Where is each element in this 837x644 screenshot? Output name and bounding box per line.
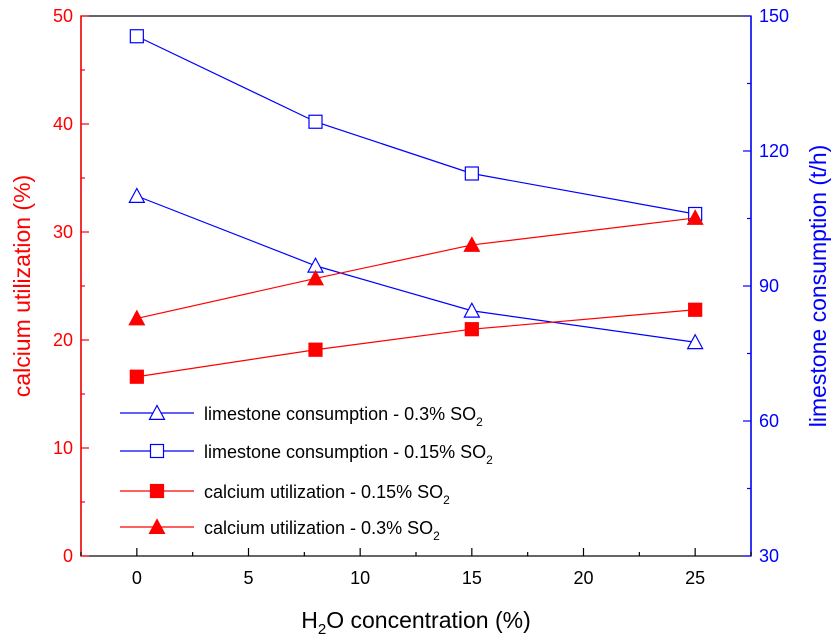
series-0-point [128, 187, 146, 203]
series-3-point [306, 269, 325, 286]
legend-label: calcium utilization - 0.15% SO [204, 482, 443, 502]
legend-label: limestone consumption - 0.15% SO [204, 442, 486, 462]
left-tick-label: 40 [53, 114, 73, 134]
x-tick-label: 5 [243, 568, 253, 588]
legend-marker [149, 443, 165, 459]
legend: limestone consumption - 0.3% SO2limeston… [120, 404, 493, 543]
x-axis-ticks: 0 5 10 15 20 25 [80, 548, 752, 588]
x-tick-label: 15 [462, 568, 482, 588]
right-tick-label: 60 [759, 411, 779, 431]
right-tick-label: 90 [759, 276, 779, 296]
series-1-point [464, 166, 479, 181]
right-tick-label: 150 [759, 6, 789, 26]
x-axis-label-pre: H [301, 607, 318, 633]
legend-label-sub: 2 [476, 415, 483, 429]
left-tick-label: 30 [53, 222, 73, 242]
series-3-point [463, 236, 481, 252]
left-tick-label: 0 [63, 546, 73, 566]
right-tick-label: 120 [759, 141, 789, 161]
legend-label: limestone consumption - 0.3% SO [204, 404, 476, 424]
series-line-0 [136, 195, 696, 343]
legend-entry-3: calcium utilization - 0.3% SO2 [204, 518, 440, 543]
x-tick-label: 20 [573, 568, 593, 588]
x-tick-label: 25 [685, 568, 705, 588]
legend-label-sub: 2 [433, 529, 440, 543]
right-y-axis-label: limestone consumption (t/h) [805, 145, 831, 428]
x-axis-label-sub: 2 [318, 621, 326, 638]
legend-entry-2: calcium utilization - 0.15% SO2 [204, 482, 450, 507]
left-tick-label: 50 [53, 6, 73, 26]
left-y-axis-label: calcium utilization (%) [9, 175, 35, 397]
series-3-point [686, 209, 704, 225]
plot-frame [80, 15, 752, 557]
series-line-3 [136, 217, 696, 319]
legend-marker [149, 483, 165, 499]
legend-label: calcium utilization - 0.3% SO [204, 518, 433, 538]
series-1-point [308, 114, 323, 129]
legend-label-sub: 2 [443, 493, 450, 507]
left-tick-label: 10 [53, 438, 73, 458]
series-2-point [308, 342, 323, 357]
series-2-point [464, 322, 479, 337]
x-axis-label: H2O concentration (%) [301, 607, 531, 638]
series-2-point [129, 369, 144, 384]
x-tick-label: 0 [132, 568, 142, 588]
series-layer [128, 29, 704, 384]
legend-entry-1: limestone consumption - 0.15% SO2 [204, 442, 493, 467]
series-2-point [688, 302, 703, 317]
legend-marker [148, 518, 166, 534]
legend-marker [148, 404, 166, 420]
series-line-2 [136, 309, 696, 378]
series-3-point [128, 309, 146, 326]
right-tick-label: 30 [759, 546, 779, 566]
series-1-point [129, 29, 144, 44]
left-tick-label: 20 [53, 330, 73, 350]
series-line-1 [136, 35, 696, 215]
series-0-point [686, 333, 704, 350]
legend-entry-0: limestone consumption - 0.3% SO2 [204, 404, 483, 429]
legend-label-sub: 2 [486, 453, 493, 467]
series-0-point [463, 301, 481, 318]
x-axis-label-post: O concentration (%) [326, 607, 531, 633]
x-tick-label: 10 [350, 568, 370, 588]
left-axis-ticks: 0 10 20 30 40 50 [53, 6, 89, 566]
right-axis-ticks: 30 60 90 120 150 [743, 6, 789, 566]
